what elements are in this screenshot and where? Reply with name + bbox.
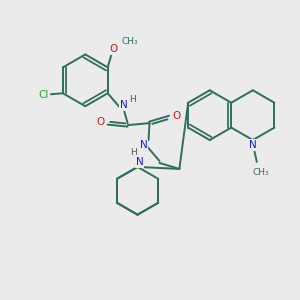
Text: O: O: [110, 44, 118, 55]
Text: O: O: [172, 111, 181, 121]
Text: H: H: [130, 148, 137, 158]
Text: N: N: [136, 157, 143, 167]
Text: O: O: [97, 117, 105, 127]
Text: H: H: [129, 95, 136, 104]
Text: N: N: [249, 140, 257, 150]
Text: CH₃: CH₃: [122, 37, 138, 46]
Text: N: N: [120, 100, 128, 110]
Text: CH₃: CH₃: [253, 168, 269, 177]
Text: N: N: [140, 140, 147, 150]
Text: Cl: Cl: [39, 90, 49, 100]
